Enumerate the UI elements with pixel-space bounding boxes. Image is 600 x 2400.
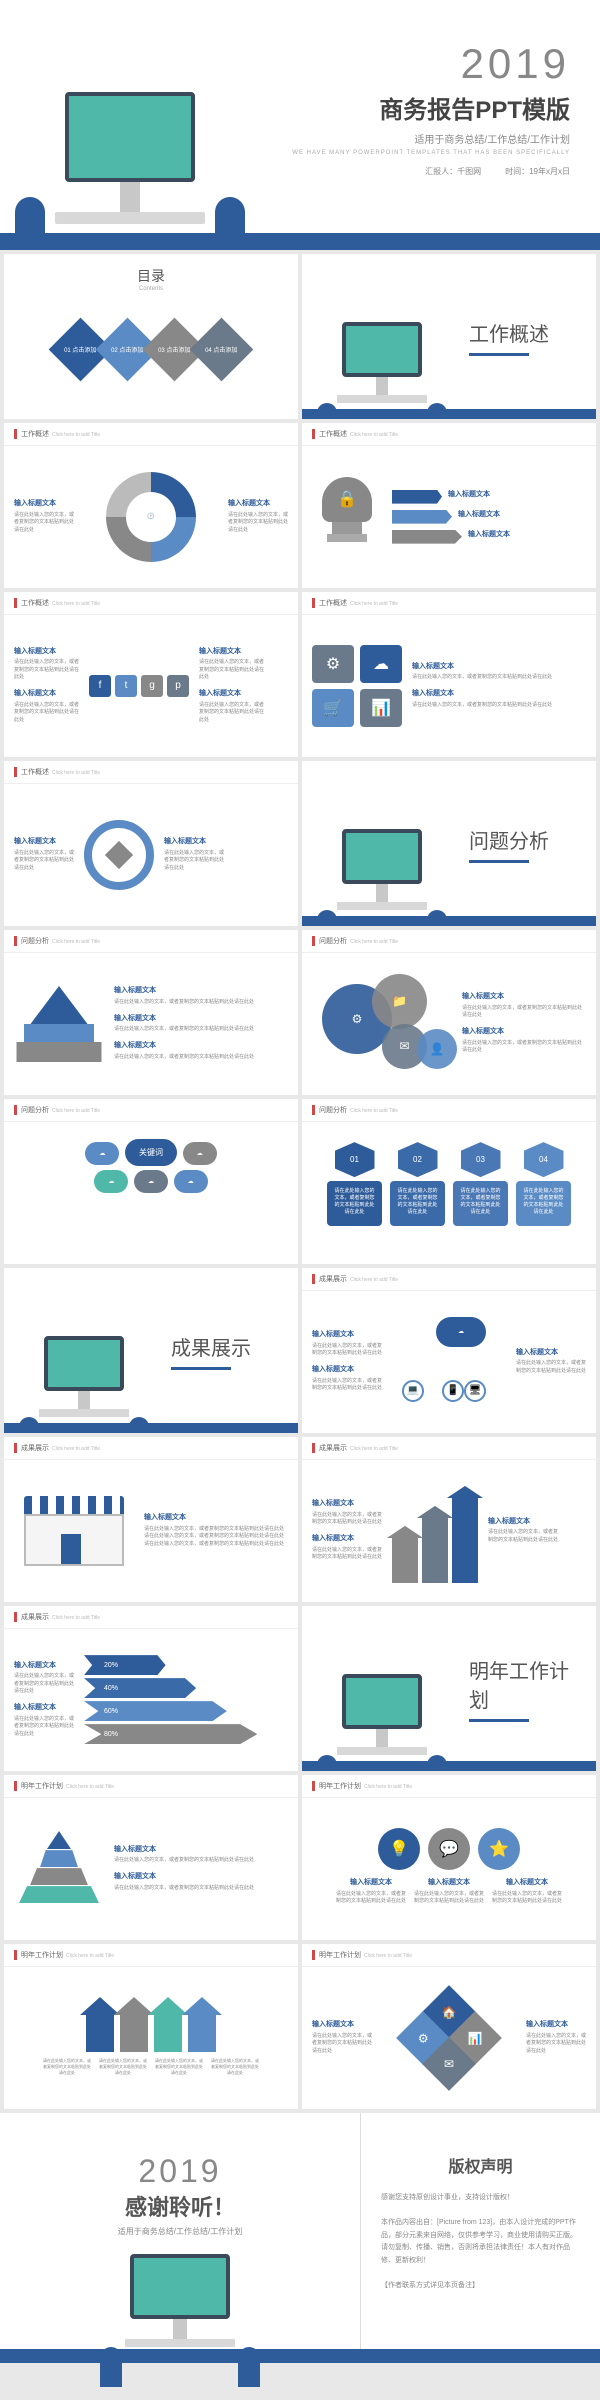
content-slide: 工作概述Click here to add Title 输入标题文本 输入标题文… (302, 423, 596, 588)
content-slide: 成果展示Click here to add Title 输入标题文本请在此处输入… (4, 1606, 298, 1771)
trophy-icon (312, 477, 382, 557)
subtitle: 适用于商务总结/工作总结/工作计划 (292, 131, 570, 146)
hex-process: 01请在此处输入您的文本，或者复制您的文本粘贴到此处请在此处 02请在此处输入您… (302, 1142, 596, 1226)
pyramid-levels (14, 1831, 104, 1906)
section-divider: 明年工作计划 (302, 1606, 596, 1771)
star-icon: ⭐ (478, 1828, 520, 1870)
main-title: 商务报告PPT模版 (292, 90, 570, 125)
section-divider: 问题分析 (302, 761, 596, 926)
slide-header: 工作概述Click here to add Title (4, 423, 298, 446)
title-slide: 2019 商务报告PPT模版 适用于商务总结/工作总结/工作计划 WE HAVE… (0, 0, 600, 250)
content-slide: 成果展示Click here to add Title 输入标题文本请在此处输入… (302, 1268, 596, 1433)
thanks-title: 感谢聆听！ (30, 2190, 330, 2222)
cart-icon: 🛒 (312, 689, 354, 727)
circle-icons: 💡 💬 ⭐ (302, 1828, 596, 1870)
gear-icon: ⚙ (312, 645, 354, 683)
section-title: 问题分析 (469, 825, 576, 854)
section-divider: 成果展示 (4, 1268, 298, 1433)
diamond-matrix: 🏠 ⚙ 📊 ✉ (404, 1993, 494, 2083)
content-slide: 成果展示Click here to add Title 输入标题文本请在此处输入… (302, 1437, 596, 1602)
copyright-body: 感谢您支持原创设计事业，支持设计版权！ 本作品内容出自：[Picture fro… (381, 2192, 580, 2293)
content-slide: 成果展示Click here to add Title 输入标题文本请在此处输入… (4, 1437, 298, 1602)
content-slide: 工作概述Click here to add Title 输入标题文本请在此处输入… (4, 592, 298, 757)
author-info: 汇报人：千图网 时间：19年x月x日 (292, 166, 570, 177)
bulb-icon: 💡 (378, 1828, 420, 1870)
social-icons: f t g p (89, 675, 189, 697)
content-slide: 工作概述Click here to add Title 输入标题文本请在此处输入… (4, 423, 298, 588)
content-slide: 明年工作计划Click here to add Title 输入标题文本请在此处… (302, 1944, 596, 2109)
pyramid-chart (14, 986, 104, 1061)
chart-icon: 📊 (360, 689, 402, 727)
donut-chart: 🕐 (106, 472, 196, 562)
title-year: 2019 (292, 40, 570, 88)
section-divider: 工作概述 (302, 254, 596, 419)
chat-icon: 💬 (428, 1828, 470, 1870)
content-slide: 问题分析Click here to add Title 输入标题文本请在此处输入… (4, 930, 298, 1095)
toc-subtitle: Contents (4, 286, 298, 292)
copyright-title: 版权声明 (381, 2153, 580, 2177)
compass-icon (84, 820, 154, 890)
subtitle-en: WE HAVE MANY POWERPOINT TEMPLATES THAT H… (292, 150, 570, 156)
content-slide: 问题分析Click here to add Title ⚙ 📁 ✉ 👤 输入标题… (302, 930, 596, 1095)
content-slide: 工作概述Click here to add Title ⚙ ☁ 🛒 📊 输入标题… (302, 592, 596, 757)
store-icon (24, 1496, 124, 1566)
content-slide: 明年工作计划Click here to add Title 请在此处输入您的文本… (4, 1944, 298, 2109)
cloud-diagram: ☁ 关键词 ☁ ☁ ☁ ☁ (4, 1137, 298, 1195)
venn-circles: ⚙ 📁 ✉ 👤 (312, 974, 452, 1074)
cloud-icon: ☁ (360, 645, 402, 683)
small-arrows (4, 1997, 298, 2052)
closing-slide: 2019 感谢聆听！ 适用于商务总结/工作总结/工作计划 版权声明 感谢您支持原… (0, 2113, 600, 2363)
section-title: 工作概述 (469, 318, 576, 347)
arrow-bar-chart (392, 1493, 478, 1583)
content-slide: 明年工作计划Click here to add Title 输入标题文本请在此处… (4, 1775, 298, 1940)
toc-slide: 目录 Contents 01 点击添加 02 点击添加 03 点击添加 04 点… (4, 254, 298, 419)
footer-year: 2019 (30, 2153, 330, 2190)
content-slide: 问题分析Click here to add Title 01请在此处输入您的文本… (302, 1099, 596, 1264)
section-title: 成果展示 (171, 1332, 278, 1361)
computer-illustration (25, 92, 235, 247)
content-slide: 工作概述Click here to add Title 输入标题文本请在此处输入… (4, 761, 298, 926)
network-diagram: ☁ 💻 📱 🖥 (392, 1312, 506, 1412)
icon-grid: ⚙ ☁ 🛒 📊 (312, 645, 402, 727)
toc-title: 目录 (4, 266, 298, 286)
chevron-chart: 20% 40% 60% 80% (84, 1655, 288, 1744)
content-slide: 问题分析Click here to add Title ☁ 关键词 ☁ ☁ ☁ … (4, 1099, 298, 1264)
toc-item: 04 点击添加 (190, 318, 254, 382)
content-slide: 明年工作计划Click here to add Title 💡 💬 ⭐ 输入标题… (302, 1775, 596, 1940)
section-title: 明年工作计划 (469, 1655, 576, 1713)
